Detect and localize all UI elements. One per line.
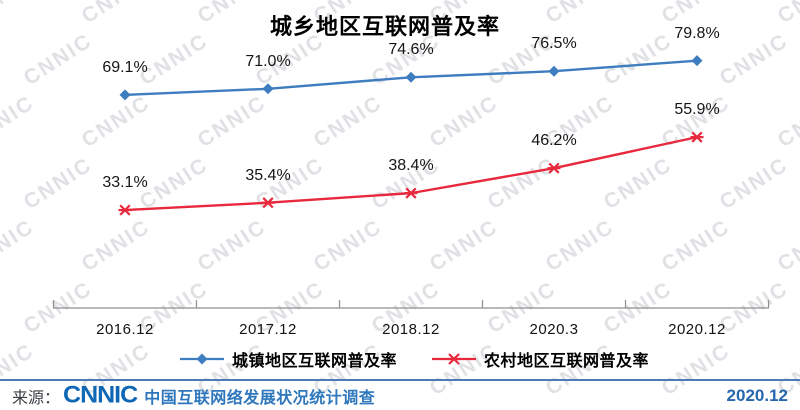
diamond-marker-icon [548, 65, 560, 77]
data-label: 46.2% [531, 132, 577, 150]
data-label: 55.9% [674, 101, 720, 119]
data-label: 38.4% [388, 157, 434, 175]
x-axis-label: 2020.12 [668, 321, 726, 338]
x-axis-label: 2017.12 [239, 321, 297, 338]
data-label: 76.5% [531, 35, 577, 53]
legend-label-rural: 农村地区互联网普及率 [484, 353, 650, 370]
x-axis-label: 2016.12 [96, 321, 154, 338]
asterisk-marker-icon [432, 353, 476, 365]
data-label: 33.1% [102, 174, 148, 192]
data-label: 35.4% [245, 166, 291, 184]
diamond-marker-icon [691, 55, 703, 67]
chart-title: 城乡地区互联网普及率 [269, 14, 500, 39]
legend-item-urban: 城镇地区互联网普及率 [179, 347, 397, 371]
diamond-marker-icon [179, 353, 224, 365]
report-date: 2020.12 [726, 385, 788, 405]
data-label: 69.1% [102, 58, 148, 76]
data-label: 74.6% [388, 41, 434, 59]
diamond-marker-icon [405, 71, 417, 83]
legend: 城镇地区互联网普及率 农村地区互联网普及率 [14, 347, 800, 371]
diamond-marker-icon [119, 89, 131, 101]
legend-item-rural: 农村地区互联网普及率 [431, 347, 649, 371]
x-axis-label: 2020.3 [529, 321, 579, 338]
survey-name: 中国互联网络发展状况统计调查 [144, 389, 376, 407]
cnnic-logo: CNNIC [63, 381, 138, 409]
source-label: 来源： [12, 389, 61, 407]
x-axis-label: 2018.12 [382, 321, 440, 338]
legend-label-urban: 城镇地区互联网普及率 [231, 353, 397, 370]
footer: 来源： CNNIC 中国互联网络发展状况统计调查 2020.12 [0, 379, 800, 410]
diamond-marker-icon [262, 83, 274, 95]
data-label: 79.8% [674, 24, 720, 42]
data-label: 71.0% [245, 52, 291, 70]
